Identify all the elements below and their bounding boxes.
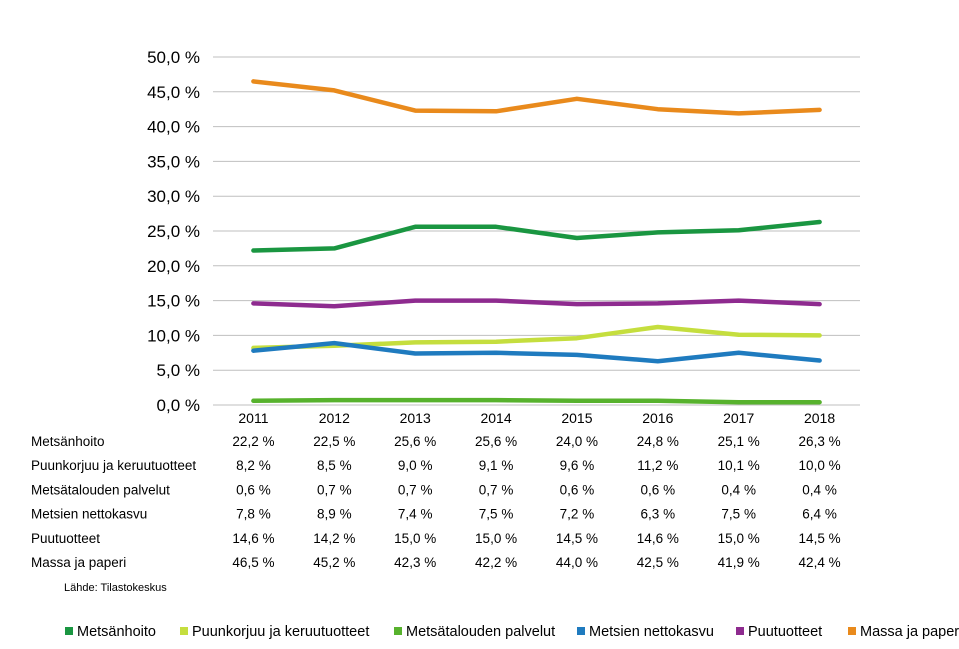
table-cell: 0,4 % xyxy=(721,482,756,497)
x-tick-label: 2011 xyxy=(238,410,268,426)
y-tick-label: 10,0 % xyxy=(147,326,200,345)
table-cell: 11,2 % xyxy=(637,458,678,473)
legend-swatch xyxy=(848,627,856,635)
table-cell: 25,6 % xyxy=(475,434,517,449)
table-cell: 15,0 % xyxy=(475,531,517,546)
table-cell: 6,3 % xyxy=(641,507,676,522)
table-cell: 42,2 % xyxy=(475,555,517,570)
table-cell: 9,0 % xyxy=(398,458,433,473)
table-cell: 0,6 % xyxy=(641,482,676,497)
y-axis-ticks: 0,0 % 5,0 % 10,0 % 15,0 % 20,0 % 25,0 % 30,0 %… xyxy=(147,48,200,415)
table-row-label: Puutuotteet xyxy=(31,531,100,546)
y-tick-label: 20,0 % xyxy=(147,257,200,276)
table-cell: 7,2 % xyxy=(560,507,595,522)
table-cell: 44,0 % xyxy=(556,555,598,570)
legend: Metsänhoito Puunkorjuu ja keruutuotteet Me… xyxy=(65,624,959,640)
table-cell: 22,5 % xyxy=(313,434,355,449)
legend-swatch xyxy=(65,627,73,635)
y-tick-label: 40,0 % xyxy=(147,118,200,137)
series-line xyxy=(251,219,822,253)
table-cell: 10,1 % xyxy=(718,458,760,473)
legend-label: Massa ja paperi xyxy=(860,624,959,640)
table-cell: 0,7 % xyxy=(317,482,352,497)
x-tick-label: 2018 xyxy=(804,410,835,426)
source-note: Lähde: Tilastokeskus xyxy=(64,582,167,594)
series-line xyxy=(251,397,822,405)
legend-swatch xyxy=(736,627,744,635)
table-cell: 14,2 % xyxy=(313,531,355,546)
table-cell: 7,5 % xyxy=(479,507,514,522)
table-cell: 0,6 % xyxy=(560,482,595,497)
table-cell: 14,5 % xyxy=(799,531,841,546)
table-cell: 9,6 % xyxy=(560,458,595,473)
legend-swatch xyxy=(394,627,402,635)
data-table: Metsänhoito 22,2 % 22,5 % 25,6 % 25,6 % 24,0 … xyxy=(31,434,841,570)
table-cell: 8,9 % xyxy=(317,507,352,522)
table-cell: 14,5 % xyxy=(556,531,598,546)
series-lines xyxy=(251,79,822,405)
series-line xyxy=(251,79,822,116)
table-cell: 45,2 % xyxy=(313,555,355,570)
table-cell: 6,4 % xyxy=(802,507,837,522)
y-tick-label: 25,0 % xyxy=(147,222,200,241)
legend-label: Metsänhoito xyxy=(77,624,156,640)
table-cell: 22,2 % xyxy=(232,434,274,449)
table-cell: 41,9 % xyxy=(718,555,760,570)
y-tick-label: 15,0 % xyxy=(147,292,200,311)
x-tick-label: 2012 xyxy=(319,410,350,426)
table-row-label: Puunkorjuu ja keruutuotteet xyxy=(31,458,196,473)
y-tick-label: 50,0 % xyxy=(147,48,200,67)
y-tick-label: 5,0 % xyxy=(157,361,200,380)
table-cell: 46,5 % xyxy=(232,555,274,570)
table-cell: 9,1 % xyxy=(479,458,514,473)
table-cell: 0,7 % xyxy=(398,482,433,497)
x-tick-label: 2013 xyxy=(400,410,431,426)
table-cell: 42,4 % xyxy=(799,555,841,570)
table-cell: 0,6 % xyxy=(236,482,271,497)
x-tick-label: 2017 xyxy=(723,410,754,426)
table-cell: 14,6 % xyxy=(232,531,274,546)
legend-label: Puutuotteet xyxy=(748,624,822,640)
table-cell: 7,8 % xyxy=(236,507,271,522)
table-cell: 7,5 % xyxy=(721,507,756,522)
table-row-label: Metsänhoito xyxy=(31,434,105,449)
x-tick-label: 2014 xyxy=(480,410,511,426)
table-cell: 42,3 % xyxy=(394,555,436,570)
table-cell: 25,6 % xyxy=(394,434,436,449)
table-cell: 24,8 % xyxy=(637,434,679,449)
legend-swatch xyxy=(577,627,585,635)
legend-label: Metsätalouden palvelut xyxy=(406,624,555,640)
table-cell: 15,0 % xyxy=(718,531,760,546)
x-axis-ticks: 2011 2012 2013 2014 2015 2016 2017 2018 xyxy=(238,410,835,426)
table-cell: 14,6 % xyxy=(637,531,679,546)
table-cell: 7,4 % xyxy=(398,507,433,522)
y-tick-label: 30,0 % xyxy=(147,187,200,206)
y-tick-label: 0,0 % xyxy=(157,396,200,415)
table-cell: 24,0 % xyxy=(556,434,598,449)
series-line xyxy=(251,298,822,309)
table-cell: 8,2 % xyxy=(236,458,271,473)
table-row-label: Massa ja paperi xyxy=(31,555,126,570)
table-cell: 0,4 % xyxy=(802,482,837,497)
x-tick-label: 2016 xyxy=(642,410,673,426)
table-cell: 15,0 % xyxy=(394,531,436,546)
table-cell: 25,1 % xyxy=(718,434,760,449)
table-cell: 42,5 % xyxy=(637,555,679,570)
series-line xyxy=(251,340,822,364)
x-tick-label: 2015 xyxy=(561,410,592,426)
legend-label: Puunkorjuu ja keruutuotteet xyxy=(192,624,369,640)
table-cell: 0,7 % xyxy=(479,482,514,497)
legend-label: Metsien nettokasvu xyxy=(589,624,714,640)
y-tick-label: 35,0 % xyxy=(147,152,200,171)
y-tick-label: 45,0 % xyxy=(147,83,200,102)
table-cell: 26,3 % xyxy=(799,434,841,449)
table-row-label: Metsien nettokasvu xyxy=(31,507,147,522)
table-cell: 10,0 % xyxy=(799,458,841,473)
table-row-label: Metsätalouden palvelut xyxy=(31,482,170,497)
table-cell: 8,5 % xyxy=(317,458,352,473)
legend-swatch xyxy=(180,627,188,635)
